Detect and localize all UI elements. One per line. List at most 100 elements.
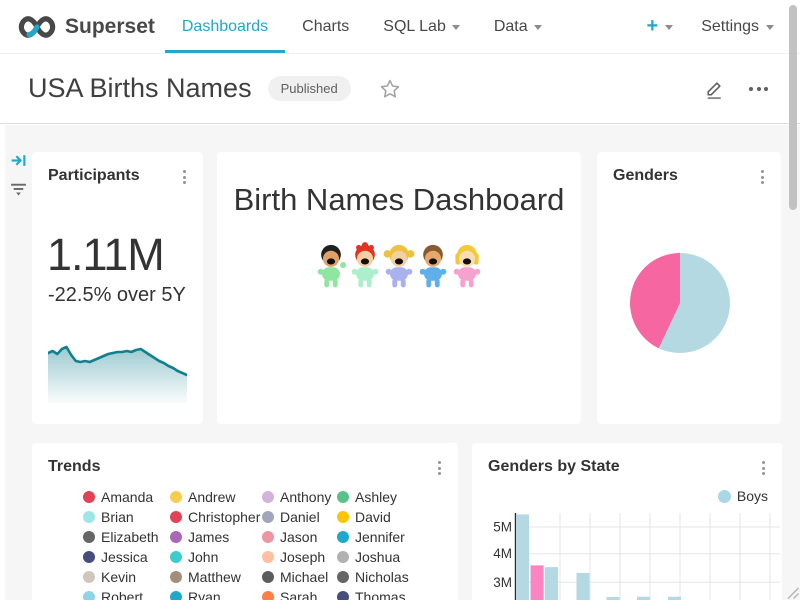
legend-item-thomas[interactable]: Thomas (337, 587, 458, 600)
nav-item-label: Charts (302, 18, 349, 36)
legend-label: Jason (280, 529, 317, 545)
genders-by-state-bar-chart[interactable]: 5M4M3M (472, 443, 782, 600)
legend-label: Matthew (188, 569, 241, 585)
svg-text:5M: 5M (493, 520, 512, 535)
participants-card: Participants 1.11M -22.5% over 5Y (32, 152, 203, 424)
edit-dashboard-icon[interactable] (704, 78, 725, 100)
legend-dot-icon (170, 531, 182, 543)
collapsed-filters-icon[interactable] (10, 182, 27, 197)
legend-item-christopher[interactable]: Christopher (170, 507, 262, 527)
favorite-star-icon[interactable] (379, 78, 401, 100)
genders-by-state-card: Genders by State Boys 5M4M3M (472, 443, 782, 600)
kid-figure (416, 242, 450, 289)
settings-label: Settings (701, 18, 759, 36)
more-actions-icon[interactable] (745, 83, 772, 95)
resize-handle-icon[interactable] (783, 583, 799, 599)
header-actions (704, 78, 772, 100)
legend-item-david[interactable]: David (337, 507, 458, 527)
card-menu-icon[interactable] (758, 167, 767, 187)
legend-label: Daniel (280, 509, 320, 525)
legend-item-james[interactable]: James (170, 527, 262, 547)
kids-illustration (217, 242, 581, 289)
markdown-heading: Birth Names Dashboard (217, 182, 581, 218)
legend-label: Thomas (355, 589, 406, 600)
legend-item-jennifer[interactable]: Jennifer (337, 527, 458, 547)
legend-item-matthew[interactable]: Matthew (170, 567, 262, 587)
card-menu-icon[interactable] (180, 167, 189, 187)
legend-label: Ashley (355, 489, 397, 505)
legend-item-john[interactable]: John (170, 547, 262, 567)
dashboard-header: USA Births Names Published (0, 54, 800, 124)
legend-label: Robert (101, 589, 143, 600)
legend-dot-icon (337, 591, 349, 600)
chevron-down-icon (534, 25, 542, 30)
legend-label: David (355, 509, 391, 525)
settings-menu[interactable]: Settings (701, 18, 774, 36)
legend-label: Elizabeth (101, 529, 159, 545)
legend-item-kevin[interactable]: Kevin (83, 567, 170, 587)
legend-dot-icon (83, 551, 95, 563)
legend-label: Brian (101, 509, 134, 525)
superset-logo[interactable]: Superset (16, 0, 155, 53)
brand-name: Superset (65, 15, 155, 39)
bar[interactable] (516, 514, 529, 600)
dashboard-grid: Participants 1.11M -22.5% over 5Y Birth … (0, 125, 800, 600)
legend-item-ashley[interactable]: Ashley (337, 487, 458, 507)
legend-item-elizabeth[interactable]: Elizabeth (83, 527, 170, 547)
legend-item-brian[interactable]: Brian (83, 507, 170, 527)
nav-item-charts[interactable]: Charts (285, 0, 366, 53)
bar[interactable] (577, 573, 590, 600)
nav-item-data[interactable]: Data (477, 0, 559, 53)
legend-label: Sarah (280, 589, 317, 600)
legend-dot-icon (83, 591, 95, 600)
bar[interactable] (531, 565, 544, 600)
legend-label: James (188, 529, 229, 545)
svg-text:4M: 4M (493, 546, 512, 561)
published-badge[interactable]: Published (268, 76, 351, 101)
filter-bar-edge (0, 125, 5, 600)
expand-filter-bar-icon[interactable] (10, 152, 27, 169)
legend-dot-icon (262, 571, 274, 583)
legend-dot-icon (83, 531, 95, 543)
main-nav: Dashboards Charts SQL Lab Data (165, 0, 559, 53)
legend-item-jessica[interactable]: Jessica (83, 547, 170, 567)
legend-item-sarah[interactable]: Sarah (262, 587, 337, 600)
legend-label: Jennifer (355, 529, 405, 545)
nav-item-label: Data (494, 18, 528, 36)
legend-item-nicholas[interactable]: Nicholas (337, 567, 458, 587)
legend-item-robert[interactable]: Robert (83, 587, 170, 600)
big-number: 1.11M (47, 229, 203, 281)
page-scrollbar-thumb[interactable] (789, 5, 797, 210)
legend-dot-icon (170, 551, 182, 563)
trends-legend: Amanda AndrewAnthony Ashley Brian Christophe… (32, 487, 458, 600)
legend-item-joseph[interactable]: Joseph (262, 547, 337, 567)
legend-item-joshua[interactable]: Joshua (337, 547, 458, 567)
trends-card: Trends AmandaAndrewAnthonyAshleyBrianChr… (32, 443, 458, 600)
legend-item-daniel[interactable]: Daniel (262, 507, 337, 527)
kid-figure (382, 242, 416, 289)
bar[interactable] (545, 567, 558, 600)
legend-item-jason[interactable]: Jason (262, 527, 337, 547)
legend-dot-icon (83, 491, 95, 503)
nav-item-sql-lab[interactable]: SQL Lab (366, 0, 477, 53)
card-title: Participants (48, 167, 140, 185)
legend-dot-icon (262, 551, 274, 563)
genders-card: Genders (597, 152, 781, 424)
legend-item-andrew[interactable]: Andrew (170, 487, 262, 507)
legend-label: Jessica (101, 549, 148, 565)
legend-label: Ryan (188, 589, 221, 600)
nav-item-dashboards[interactable]: Dashboards (165, 0, 285, 53)
new-item-button[interactable]: + (647, 15, 674, 38)
card-menu-icon[interactable] (435, 458, 444, 478)
legend-item-amanda[interactable]: Amanda (83, 487, 170, 507)
legend-item-ryan[interactable]: Ryan (170, 587, 262, 600)
legend-item-anthony[interactable]: Anthony (262, 487, 337, 507)
genders-pie-chart[interactable] (630, 253, 730, 353)
legend-label: Amanda (101, 489, 153, 505)
legend-dot-icon (262, 491, 274, 503)
legend-dot-icon (337, 551, 349, 563)
legend-dot-icon (170, 491, 182, 503)
legend-item-michael[interactable]: Michael (262, 567, 337, 587)
participants-sparkline[interactable] (48, 345, 187, 403)
chevron-down-icon (452, 25, 460, 30)
